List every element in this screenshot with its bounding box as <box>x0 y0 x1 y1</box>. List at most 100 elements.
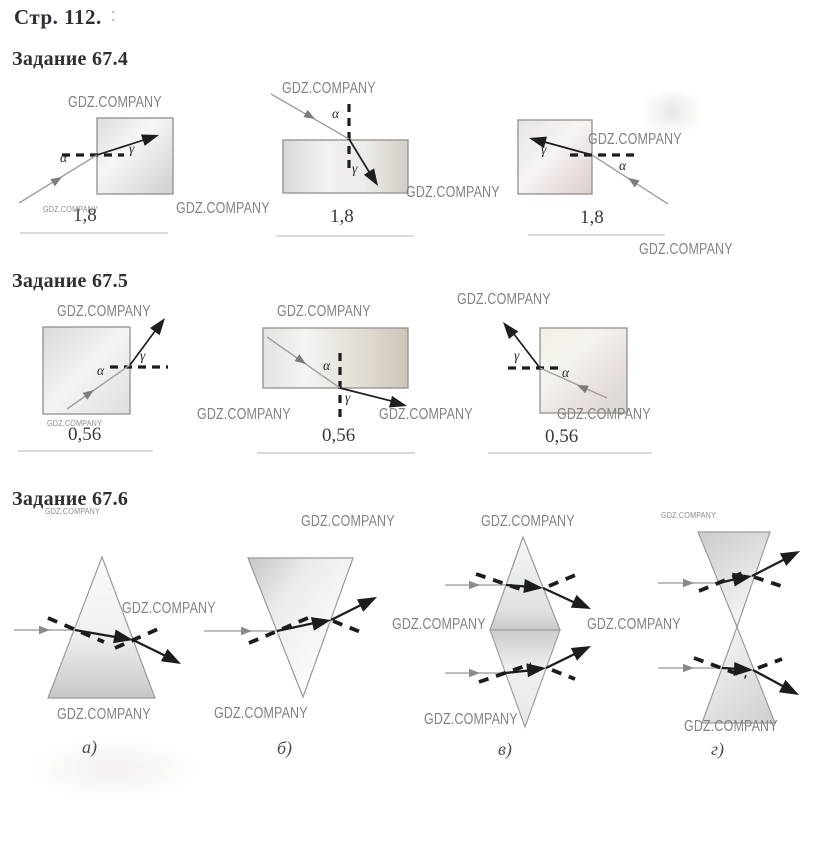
gamma-label: γ <box>352 161 358 176</box>
normal-dashed-line <box>114 627 159 650</box>
prism-lower <box>489 629 561 729</box>
alpha-label: α <box>562 365 570 380</box>
refracted-ray <box>540 140 593 156</box>
normal-dashed-line <box>753 575 782 588</box>
watermark: GDZ.COMPANY <box>277 303 371 320</box>
answer-674-3: 1,8 <box>580 207 604 228</box>
diagram-676-a <box>14 555 181 699</box>
incident-ray-arrowhead <box>683 578 694 588</box>
diagram-676-v <box>445 535 591 729</box>
diagram-674-3 <box>517 119 669 236</box>
variant-label-b: б) <box>277 738 293 758</box>
glass-block <box>517 119 593 195</box>
normal-dashed-line <box>548 572 579 588</box>
incident-ray-arrowhead <box>241 626 252 636</box>
watermark: GDZ.COMPANY <box>684 718 778 735</box>
watermark: GDZ.COMPANY <box>424 711 518 728</box>
task-675-diagrams <box>18 318 652 454</box>
task-675-heading: Задание 67.5 <box>12 270 129 292</box>
scan-smudge <box>28 738 198 800</box>
glass-block <box>42 326 131 415</box>
alpha-label: α <box>323 358 331 373</box>
prism-lower <box>701 625 776 724</box>
incident-ray-arrowhead <box>469 668 480 678</box>
refracted-ray-arrowhead <box>389 395 407 408</box>
internal-ray-arrowhead <box>732 572 752 587</box>
watermark: GDZ.COMPANY <box>176 200 270 217</box>
watermark: GDZ.COMPANY <box>43 205 99 214</box>
variant-label-a: а) <box>82 737 97 757</box>
incident-ray-arrowhead <box>628 178 640 188</box>
watermark: GDZ.COMPANY <box>47 419 103 428</box>
refracted-ray-arrowhead <box>363 168 378 186</box>
exit-ray-arrowhead <box>160 648 181 664</box>
watermark: GDZ.COMPANY <box>481 513 575 530</box>
watermark: GDZ.COMPANY <box>379 406 473 423</box>
gamma-label: γ <box>345 390 351 405</box>
alpha-label: α <box>619 158 627 173</box>
watermark: GDZ.COMPANY <box>557 406 651 423</box>
watermark: GDZ.COMPANY <box>57 303 151 320</box>
answer-674-1: 1,8 <box>73 205 97 226</box>
answer-675-2: 0,56 <box>322 425 356 446</box>
internal-ray-arrowhead <box>310 617 331 631</box>
diagram-674-1 <box>18 117 174 234</box>
diagram-675-1 <box>18 318 168 452</box>
watermark: GDZ.COMPANY <box>57 706 151 723</box>
refracted-ray <box>339 387 400 404</box>
internal-ray-arrowhead <box>733 662 753 676</box>
incident-ray <box>66 364 131 410</box>
watermark: GDZ.COMPANY <box>639 241 733 258</box>
answer-674-2: 1,8 <box>330 206 354 227</box>
incident-ray-arrowhead <box>469 580 480 590</box>
exit-ray-arrowhead <box>570 646 591 661</box>
refracted-ray-arrowhead <box>529 136 547 149</box>
watermark: GDZ.COMPANY <box>197 406 291 423</box>
incident-ray-arrowhead <box>294 354 306 364</box>
refracted-ray <box>129 326 159 366</box>
watermark: GDZ.COMPANY <box>214 705 308 722</box>
incident-ray-arrowhead <box>82 390 94 400</box>
task-676-heading: Задание 67.6 <box>12 488 129 510</box>
watermark: GDZ.COMPANY <box>68 94 162 111</box>
task-674-diagrams <box>18 93 669 237</box>
refracted-ray <box>348 138 372 176</box>
incident-ray-arrowhead <box>577 385 589 394</box>
watermark: GDZ.COMPANY <box>661 511 717 520</box>
refracted-ray <box>96 137 151 156</box>
gamma-label: γ <box>140 348 146 363</box>
variant-label-v: в) <box>498 739 512 759</box>
internal-ray <box>276 620 320 633</box>
refracted-ray-arrowhead <box>503 322 519 340</box>
answer-675-1: 0,56 <box>68 424 102 445</box>
watermark: GDZ.COMPANY <box>457 291 551 308</box>
task-676-diagrams <box>14 531 800 729</box>
exit-ray-arrowhead <box>570 594 591 609</box>
internal-ray-arrowhead <box>113 629 133 644</box>
internal-ray <box>74 628 122 640</box>
alpha-label: α <box>332 106 340 121</box>
scan-artifact-dots <box>112 11 115 22</box>
answer-675-3: 0,56 <box>545 426 579 447</box>
incident-ray-arrowhead <box>303 109 315 119</box>
internal-ray-arrowhead <box>523 579 543 593</box>
incident-ray-arrowhead <box>50 177 62 187</box>
normal-dashed-line <box>693 656 747 679</box>
watermark: GDZ.COMPANY <box>122 600 216 617</box>
internal-ray-arrowhead <box>526 663 546 678</box>
glass-block <box>282 139 409 194</box>
exit-ray-arrowhead <box>778 679 799 695</box>
task-674-heading: Задание 67.4 <box>12 48 129 70</box>
watermark: GDZ.COMPANY <box>588 131 682 148</box>
normal-dashed-line <box>757 657 783 670</box>
exit-ray-arrowhead <box>356 597 377 612</box>
refracted-ray <box>509 328 541 369</box>
page-title: Стр. 112. <box>14 5 102 29</box>
gamma-label: γ <box>129 141 135 156</box>
alpha-label: α <box>60 150 68 165</box>
diagram-675-2 <box>257 327 415 454</box>
watermark: GDZ.COMPANY <box>406 184 500 201</box>
watermark: GDZ.COMPANY <box>301 513 395 530</box>
glass-block <box>539 327 628 414</box>
